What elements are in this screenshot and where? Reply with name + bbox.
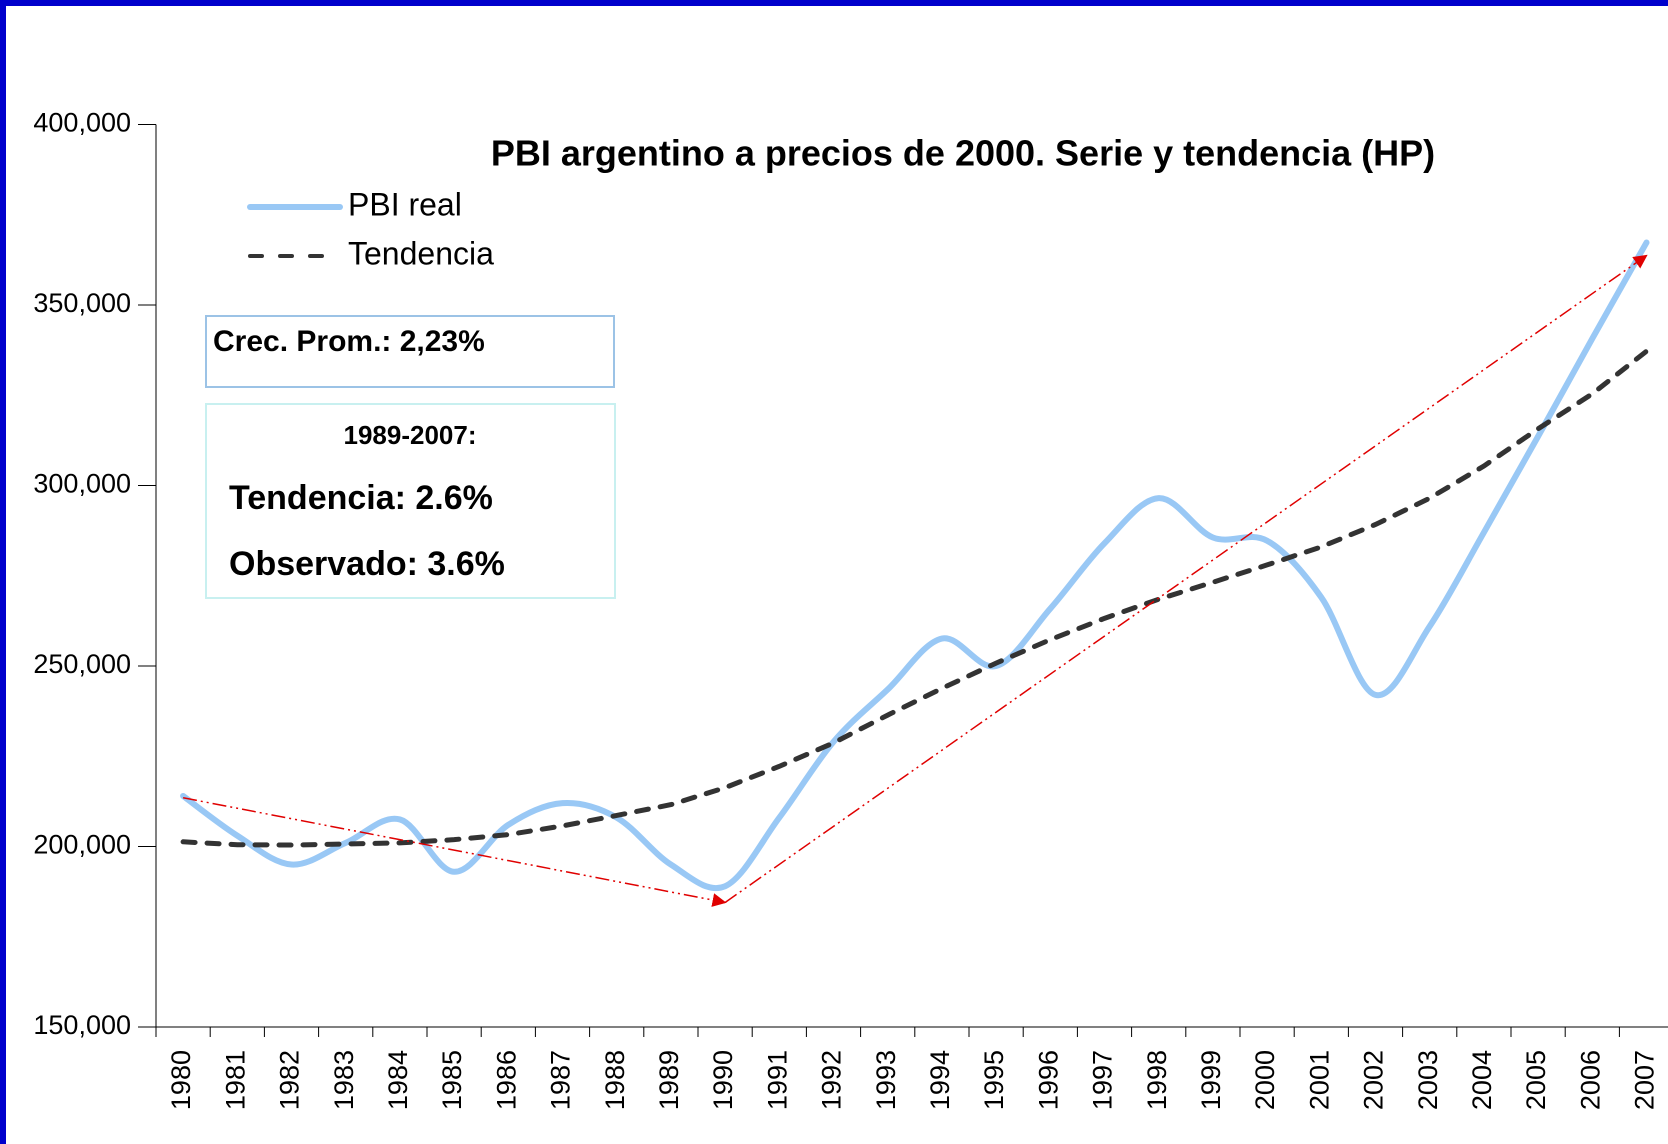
y-tick-label: 250,000: [33, 649, 131, 679]
x-tick-label: 1998: [1142, 1050, 1172, 1110]
legend-label: PBI real: [348, 186, 462, 222]
x-tick-label: 1984: [383, 1050, 413, 1110]
plot: 150,000 200,000 250,000 300,000 350,000 400,0…: [33, 108, 1668, 1110]
x-tick-label: 1999: [1196, 1050, 1226, 1110]
chart-title: PBI argentino a precios de 2000. Serie y…: [491, 133, 1435, 174]
x-tick-label: 1992: [817, 1050, 847, 1110]
x-tick-label: 1990: [708, 1050, 738, 1110]
x-tick-label: 2007: [1630, 1050, 1660, 1110]
x-tick-label: 1981: [220, 1050, 250, 1110]
y-tick-label: 200,000: [33, 830, 131, 860]
x-tick-label: 1993: [871, 1050, 901, 1110]
x-tick-label: 1983: [329, 1050, 359, 1110]
series-line: [180, 348, 1649, 848]
x-tick-label: 2002: [1359, 1050, 1389, 1110]
x-tick-label: 1985: [437, 1050, 467, 1110]
x-tick-label: 1996: [1033, 1050, 1063, 1110]
y-tick-label: 400,000: [33, 108, 131, 138]
x-tick-label: 1994: [925, 1050, 955, 1110]
y-tick-label: 350,000: [33, 288, 131, 318]
x-tick-label: 1995: [979, 1050, 1009, 1110]
x-tick-label: 1991: [762, 1050, 792, 1110]
legend-label: Tendencia: [348, 235, 494, 271]
x-tick-label: 2000: [1250, 1050, 1280, 1110]
frame-top: [0, 0, 1668, 6]
x-tick-label: 1987: [546, 1050, 576, 1110]
x-tick-label: 1980: [166, 1050, 196, 1110]
y-tick-label: 300,000: [33, 469, 131, 499]
annotation-box: [205, 315, 615, 388]
annotation: Crec. Prom.: 2,23%: [213, 325, 485, 358]
trend-arrow: [182, 797, 727, 907]
x-tick-label: 1986: [491, 1050, 521, 1110]
trend-arrow: [724, 254, 1648, 904]
annotation: 1989-2007:: [344, 420, 477, 450]
series-line: [180, 239, 1650, 891]
x-tick-label: 2005: [1521, 1050, 1551, 1110]
annotation: Tendencia: 2.6%: [229, 479, 493, 517]
x-tick-label: 1988: [600, 1050, 630, 1110]
x-tick-label: 1982: [275, 1050, 305, 1110]
annotation-box: [205, 403, 616, 599]
x-tick-label: 1997: [1088, 1050, 1118, 1110]
y-tick-label: 150,000: [33, 1010, 131, 1040]
x-tick-label: 2001: [1304, 1050, 1334, 1110]
frame-left: [0, 0, 6, 1144]
x-tick-label: 2003: [1413, 1050, 1443, 1110]
annotation: Observado: 3.6%: [229, 545, 505, 583]
x-tick-label: 1989: [654, 1050, 684, 1110]
x-tick-label: 2006: [1575, 1050, 1605, 1110]
x-tick-label: 2004: [1467, 1050, 1497, 1110]
